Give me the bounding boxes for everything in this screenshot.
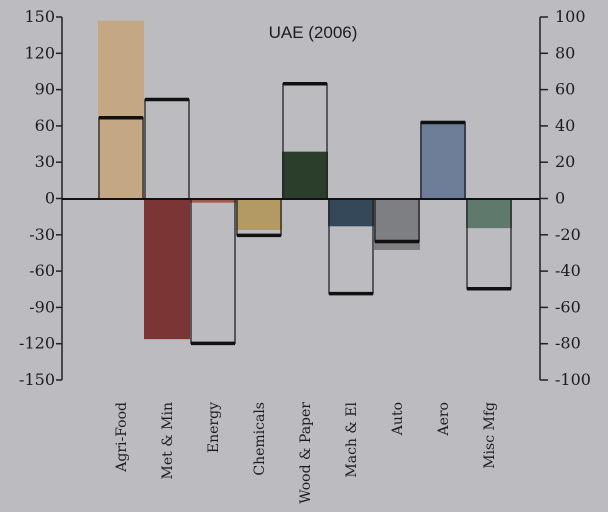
left-tick-label: -60 bbox=[29, 261, 55, 280]
right-tick-label: 20 bbox=[555, 152, 575, 171]
bar-filled bbox=[98, 20, 144, 199]
left-tick-label: 150 bbox=[24, 7, 55, 26]
bar-outline bbox=[144, 98, 190, 200]
bar-filled bbox=[190, 199, 236, 203]
category-label: Wood & Paper bbox=[298, 402, 314, 504]
right-tick-label: 40 bbox=[555, 116, 575, 135]
left-axis: 150 120 90 60 30 0 -30 -60 -90 -120 -150 bbox=[19, 7, 63, 389]
left-tick-label: 60 bbox=[35, 116, 55, 135]
category-label: Agri-Food bbox=[114, 402, 130, 473]
left-tick-label: 120 bbox=[24, 43, 55, 62]
chart-title: UAE (2006) bbox=[269, 23, 358, 42]
bar-filled bbox=[328, 199, 374, 227]
bar-filled bbox=[144, 199, 190, 340]
right-tick-label: -20 bbox=[555, 225, 581, 244]
category-label: Misc Mfg bbox=[482, 402, 498, 469]
left-tick-label: -90 bbox=[29, 297, 55, 316]
right-tick-label: -60 bbox=[555, 297, 581, 316]
left-tick-label: -120 bbox=[19, 334, 55, 353]
left-tick-label: 0 bbox=[45, 189, 55, 208]
category-label: Chemicals bbox=[252, 402, 268, 476]
bar-filled bbox=[282, 151, 328, 199]
category-labels: Agri-Food Met & Min Energy Chemicals Wood & … bbox=[114, 401, 498, 503]
right-tick-label: -80 bbox=[555, 334, 581, 353]
right-tick-label: 60 bbox=[555, 80, 575, 99]
left-tick-label: 30 bbox=[35, 152, 55, 171]
left-tick-label: 90 bbox=[35, 80, 55, 99]
bar-filled bbox=[236, 199, 282, 230]
right-tick-label: -100 bbox=[555, 370, 591, 389]
category-label: Energy bbox=[206, 402, 222, 453]
right-tick-label: 0 bbox=[555, 189, 565, 208]
right-tick-label: 80 bbox=[555, 43, 575, 62]
right-axis: 100 80 60 40 20 0 -20 -40 -60 -80 -100 bbox=[539, 7, 591, 389]
category-label: Mach & El bbox=[344, 401, 360, 477]
category-label: Auto bbox=[390, 402, 406, 436]
left-tick-label: -150 bbox=[19, 370, 55, 389]
bar-outline bbox=[190, 198, 236, 345]
category-label: Aero bbox=[436, 402, 452, 437]
right-tick-label: 100 bbox=[555, 7, 586, 26]
bar-filled bbox=[466, 199, 512, 229]
bars bbox=[98, 20, 512, 346]
right-tick-label: -40 bbox=[555, 261, 581, 280]
bar-filled bbox=[420, 120, 466, 199]
left-tick-label: -30 bbox=[29, 225, 55, 244]
category-label: Met & Min bbox=[160, 402, 176, 479]
